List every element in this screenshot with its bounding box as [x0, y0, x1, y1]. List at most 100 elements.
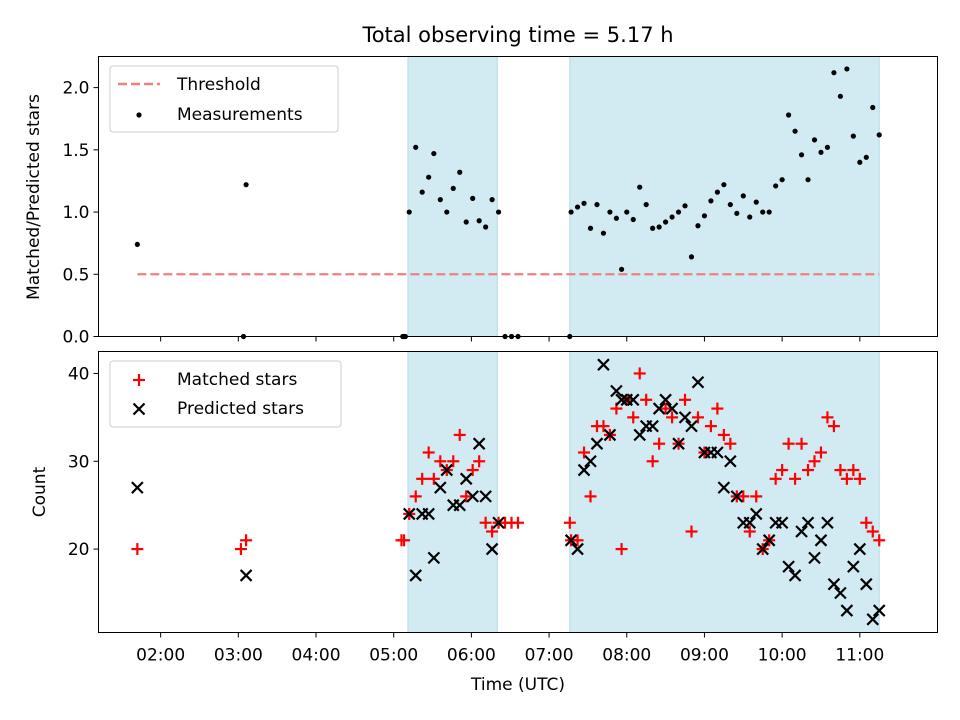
predicted-star-point — [485, 542, 499, 556]
count-panel: 20 30 40 02:00 03:00 04:00 05:00 06:00 07:00 08:… — [30, 351, 938, 695]
measurement-point — [483, 224, 489, 230]
predicted-star-point — [840, 604, 854, 617]
top-y-tick-label: 0.0 — [62, 328, 89, 348]
matched-star-point — [584, 490, 597, 503]
bottom-axes-frame — [98, 351, 938, 633]
predicted-star-point — [866, 613, 880, 626]
measurement-point — [850, 133, 856, 139]
measurement-point — [630, 216, 636, 223]
measurement-point — [844, 66, 850, 72]
matched-star-point — [685, 525, 698, 538]
predicted-star-point — [717, 481, 731, 494]
matched-star-point — [512, 516, 524, 529]
measurement-point — [568, 209, 574, 215]
measurement-point — [426, 174, 432, 180]
matched-star-point — [769, 472, 782, 485]
measurement-point — [574, 204, 581, 210]
legend-matched-swatch — [133, 374, 145, 386]
predicted-star-point — [801, 516, 815, 530]
matched-star-point — [847, 464, 860, 477]
matched-star-point — [563, 516, 576, 529]
measurement-point — [600, 230, 607, 236]
measurement-point — [463, 219, 469, 225]
matched-star-point — [691, 411, 704, 424]
measurement-point — [779, 177, 785, 183]
measurement-point — [773, 183, 779, 189]
predicted-star-point — [440, 463, 454, 477]
bottom-shaded-interval-2 — [569, 351, 880, 633]
predicted-star-point — [808, 551, 821, 565]
predicted-star-point — [724, 454, 737, 468]
ratio-panel: 0.00.51.01.52.0 Matched/Predicted stars … — [24, 56, 938, 348]
matched-star-point — [653, 437, 666, 450]
measurement-point — [656, 224, 662, 230]
measurement-point — [876, 132, 882, 138]
matched-star-point — [627, 411, 640, 424]
measurement-point — [747, 214, 753, 220]
top-shaded-interval-2 — [569, 56, 880, 337]
matched-star-point — [866, 525, 879, 538]
predicted-star-point — [577, 463, 591, 477]
x-tick-label: 03:00 — [214, 646, 263, 666]
top-y-tick-label: 0.5 — [62, 265, 89, 285]
matched-star-point — [737, 490, 750, 503]
matched-star-point — [416, 472, 429, 485]
matched-star-point — [782, 437, 795, 450]
x-tick-label: 09:00 — [680, 646, 729, 666]
predicted-star-point — [821, 516, 834, 530]
measurement-point — [444, 209, 450, 215]
measurement-point — [701, 213, 708, 219]
measurement-point — [243, 182, 249, 188]
matched-star-point — [131, 543, 144, 556]
measurement-point — [792, 128, 798, 134]
matched-star-point — [821, 411, 834, 424]
measurement-point — [413, 144, 419, 150]
measurement-point — [708, 198, 714, 204]
matched-star-point — [795, 437, 808, 450]
measurement-point — [760, 209, 766, 215]
predicted-star-point — [409, 569, 422, 582]
matched-star-point — [827, 420, 840, 433]
predicted-star-point — [678, 411, 692, 424]
predicted-star-point — [749, 507, 763, 521]
measurement-point — [753, 199, 759, 205]
top-shaded-interval-1 — [407, 56, 498, 337]
predicted-star-point — [756, 542, 769, 556]
measurement-point — [495, 209, 502, 215]
predicted-star-point — [459, 472, 473, 486]
measurement-point — [663, 219, 669, 225]
matched-star-point — [571, 534, 584, 547]
bottom-y-tick-label: 20 — [68, 540, 90, 560]
measurement-point — [721, 182, 727, 188]
legend-predicted-swatch — [132, 402, 146, 416]
matched-star-point — [860, 516, 873, 529]
predicted-star-point — [814, 534, 828, 547]
matched-star-point — [422, 446, 435, 459]
measurement-point — [688, 254, 695, 260]
measurement-point — [811, 137, 818, 143]
measurement-point — [675, 209, 682, 215]
matched-star-point — [789, 472, 802, 485]
measurement-point — [714, 189, 720, 195]
x-tick-label: 05:00 — [369, 646, 418, 666]
measurement-point — [682, 203, 688, 209]
predicted-star-point — [685, 419, 698, 433]
measurement-point — [450, 185, 456, 192]
measurement-point — [837, 93, 843, 99]
matched-star-point — [460, 490, 473, 503]
measurement-point — [831, 70, 837, 76]
predicted-star-point — [872, 604, 886, 617]
predicted-star-point — [672, 437, 685, 450]
measurement-point — [607, 209, 613, 215]
top-y-tick-label: 1.0 — [62, 203, 89, 223]
top-y-axis-label: Matched/Predicted stars — [24, 94, 44, 300]
top-axes-frame — [98, 56, 938, 337]
legend-matched-label: Matched stars — [177, 370, 297, 390]
predicted-star-point — [584, 454, 597, 468]
matched-star-point — [743, 525, 756, 538]
predicted-star-point — [131, 481, 144, 494]
count-points — [131, 358, 886, 626]
predicted-star-point — [782, 560, 795, 573]
predicted-star-point — [434, 481, 447, 494]
